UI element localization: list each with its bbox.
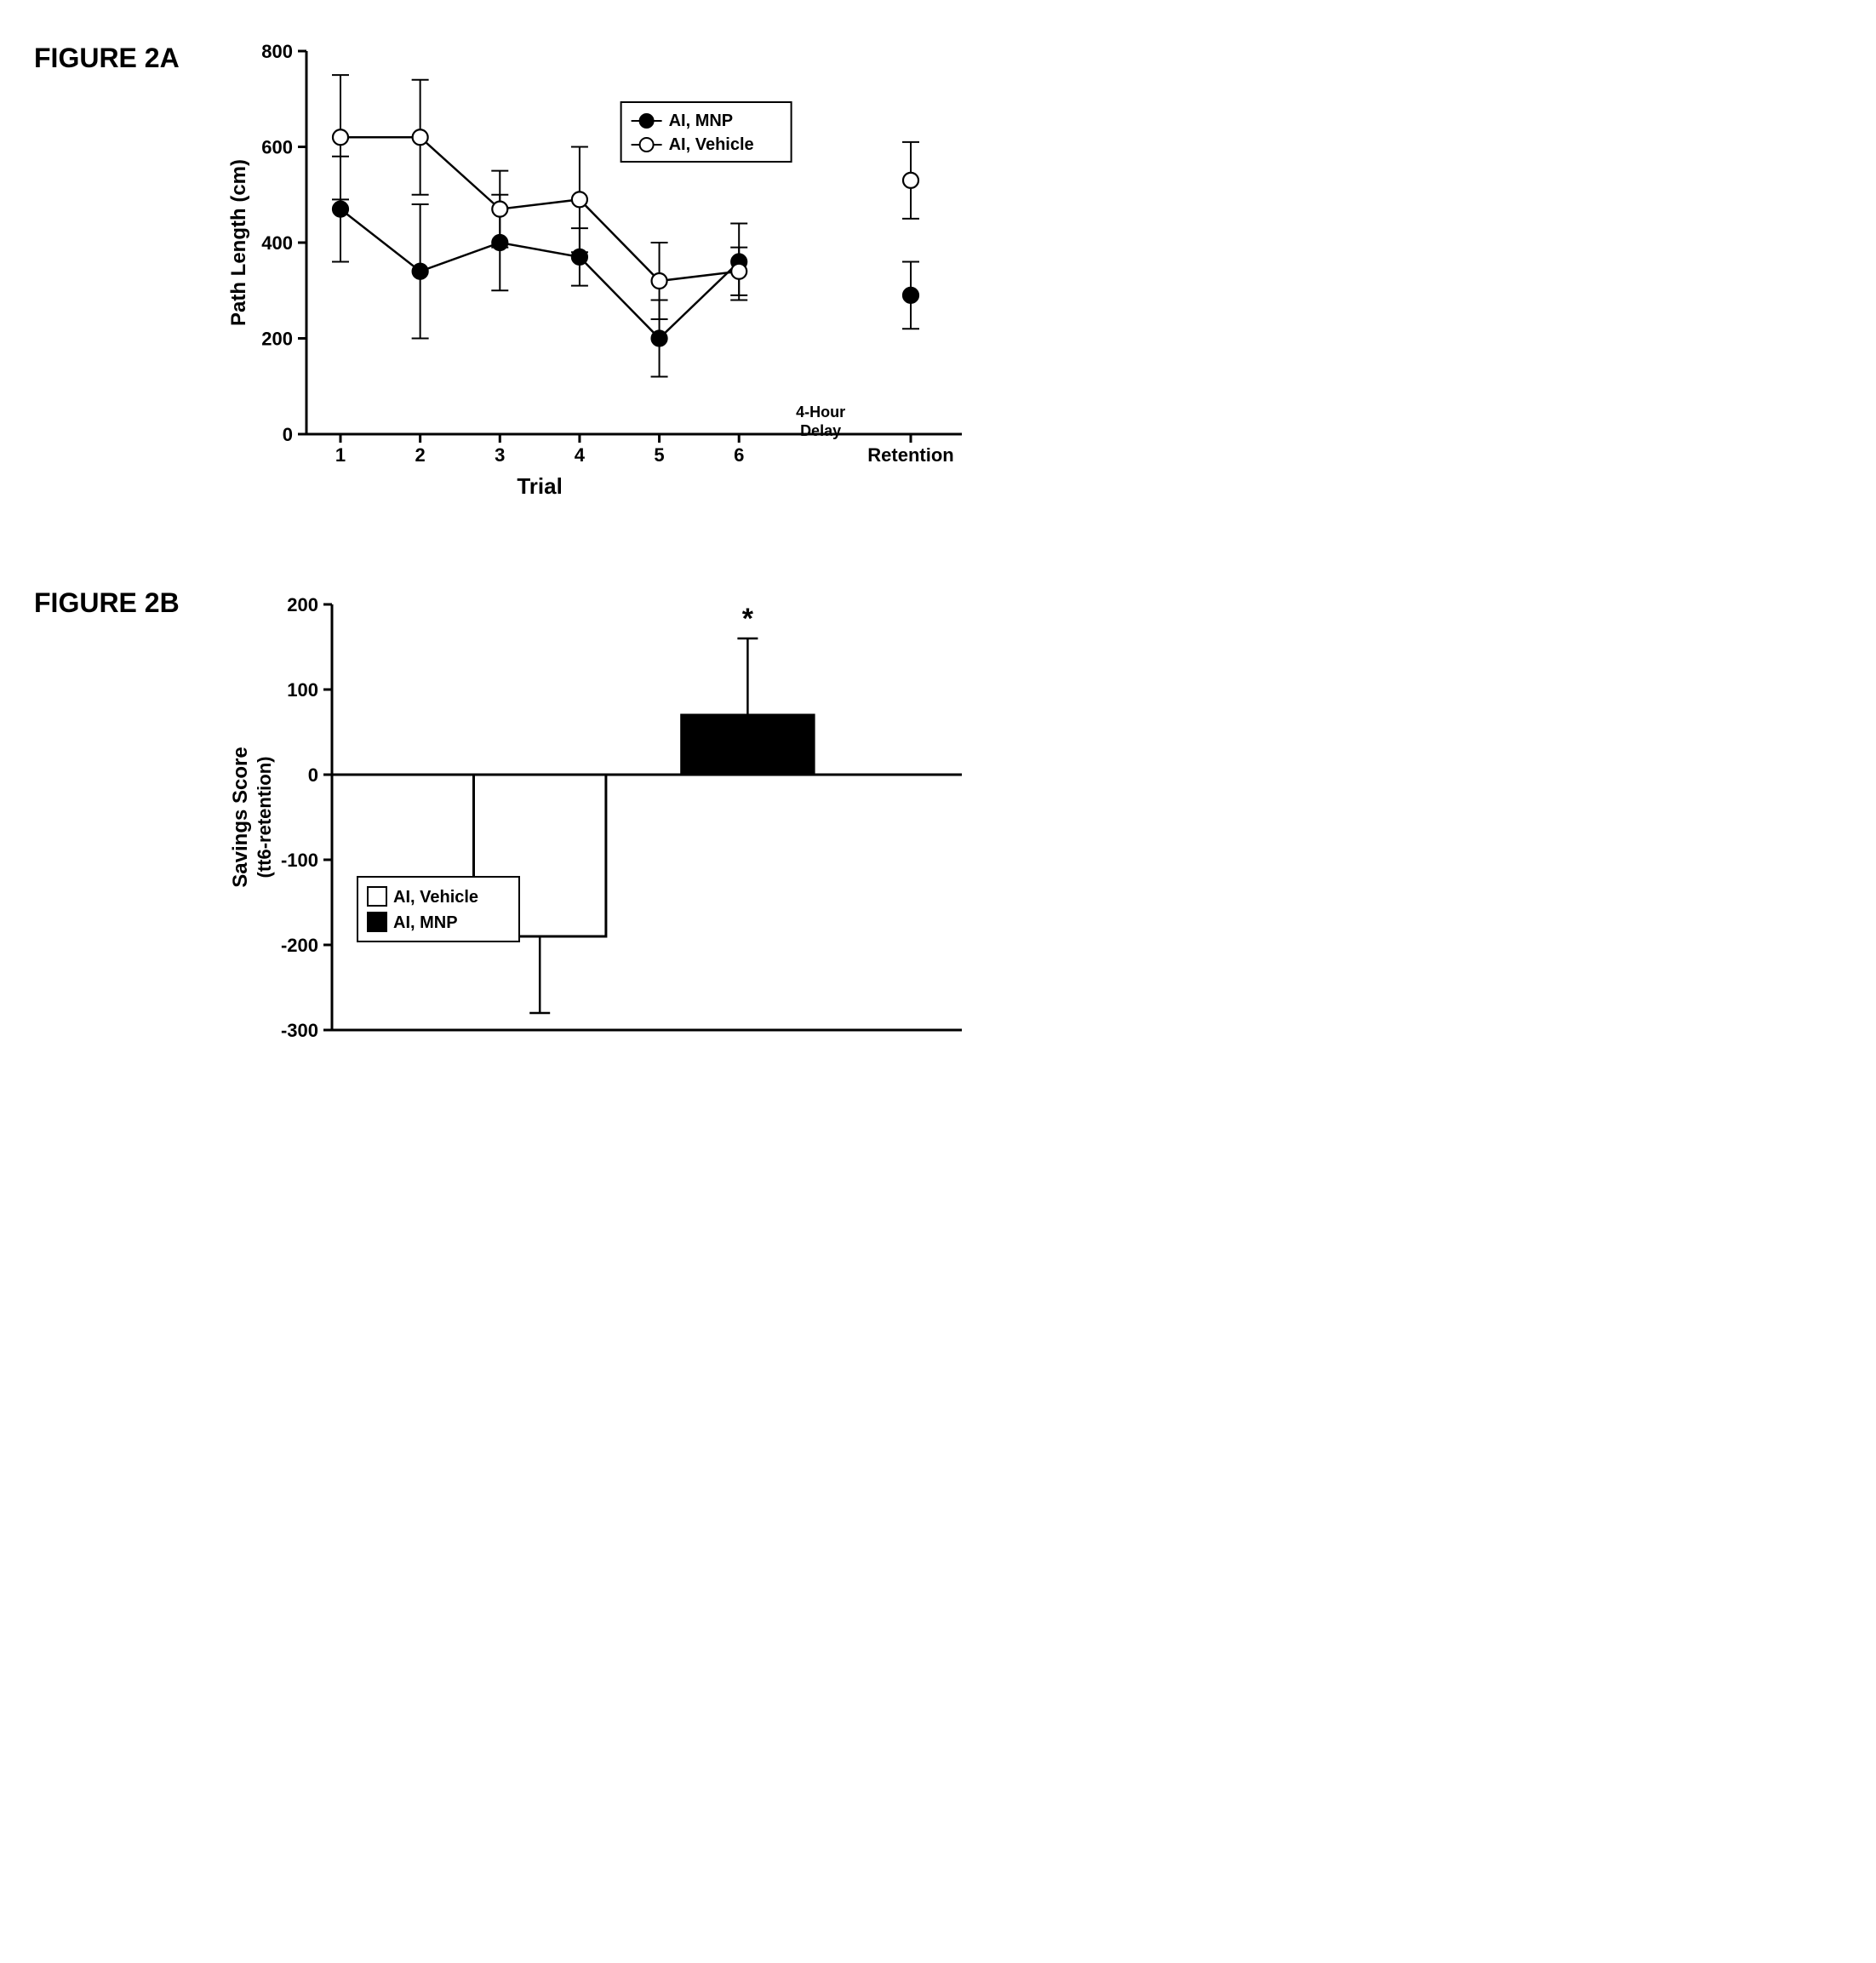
svg-text:-100: -100 <box>281 850 318 871</box>
svg-text:800: 800 <box>261 41 293 62</box>
svg-text:Retention: Retention <box>867 444 953 466</box>
chart-a: 0 200 400 600 800 1 2 3 4 5 6 Retention Trial Path Le… <box>213 34 979 511</box>
svg-text:3: 3 <box>495 444 505 466</box>
svg-text:5: 5 <box>654 444 664 466</box>
svg-text:AI, Vehicle: AI, Vehicle <box>669 135 754 154</box>
svg-text:*: * <box>742 603 754 635</box>
svg-text:(tt6-retention): (tt6-retention) <box>254 757 275 878</box>
svg-text:Path Length (cm): Path Length (cm) <box>227 159 250 326</box>
figure-container: FIGURE 2A 0 200 400 600 800 1 2 3 4 5 6 Retention Tr… <box>34 34 1842 1056</box>
panel-a: FIGURE 2A 0 200 400 600 800 1 2 3 4 5 6 Retention Tr… <box>34 34 1842 511</box>
figure-a-label: FIGURE 2A <box>34 43 187 74</box>
panel-b: FIGURE 2B -300 -200 -100 0 100 200 Savings Sco… <box>34 579 1842 1056</box>
svg-text:100: 100 <box>287 679 318 701</box>
svg-text:4: 4 <box>575 444 586 466</box>
chart-b: -300 -200 -100 0 100 200 Savings Score(tt6-ret… <box>213 579 979 1056</box>
svg-text:Trial: Trial <box>517 473 562 499</box>
svg-text:600: 600 <box>261 137 293 158</box>
svg-text:2: 2 <box>415 444 426 466</box>
svg-text:Delay: Delay <box>800 422 841 439</box>
svg-text:400: 400 <box>261 232 293 254</box>
svg-text:-200: -200 <box>281 935 318 956</box>
svg-text:0: 0 <box>308 764 318 786</box>
svg-text:200: 200 <box>287 594 318 615</box>
svg-text:200: 200 <box>261 329 293 350</box>
svg-text:0: 0 <box>283 424 293 445</box>
svg-text:6: 6 <box>734 444 744 466</box>
svg-text:4-Hour: 4-Hour <box>796 403 845 421</box>
svg-text:Savings Score: Savings Score <box>229 747 252 887</box>
svg-text:AI, MNP: AI, MNP <box>669 112 734 130</box>
svg-text:-300: -300 <box>281 1020 318 1041</box>
svg-text:AI, Vehicle: AI, Vehicle <box>393 888 478 907</box>
figure-b-label: FIGURE 2B <box>34 587 187 619</box>
svg-text:1: 1 <box>335 444 346 466</box>
svg-text:AI, MNP: AI, MNP <box>393 913 458 932</box>
